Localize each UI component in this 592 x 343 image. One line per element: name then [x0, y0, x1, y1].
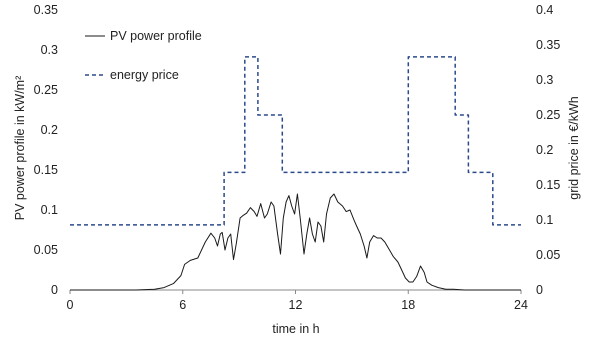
- y-right-tick-label: 0.4: [536, 3, 553, 17]
- y-right-tick-label: 0.2: [536, 143, 553, 157]
- x-tick-label: 24: [514, 298, 528, 312]
- x-tick-label: 0: [67, 298, 74, 312]
- y-left-tick-label: 0.1: [41, 203, 58, 217]
- y-left-tick-label: 0.25: [34, 83, 58, 97]
- y-axis-left-label: PV power profile in kW/m²: [13, 76, 27, 220]
- legend-label-pv: PV power profile: [110, 29, 202, 43]
- x-tick-label: 12: [289, 298, 303, 312]
- axes: [69, 289, 522, 294]
- y-left-tick-label: 0.15: [34, 163, 58, 177]
- y-left-tick-label: 0.05: [34, 243, 58, 257]
- x-axis-label: time in h: [272, 322, 319, 336]
- y-left-tick-label: 0.3: [41, 43, 58, 57]
- y-right-tick-label: 0.05: [536, 248, 560, 262]
- tick-labels: 0 6 12 18 24 0 0.05 0.1 0.15 0.2 0.25 0.3 0.35 0 0.05 0…: [34, 3, 561, 312]
- x-tick-label: 6: [179, 298, 186, 312]
- y-axis-right-label: grid price in €/kWh: [567, 96, 581, 200]
- x-tick-label: 18: [401, 298, 415, 312]
- y-right-tick-label: 0.15: [536, 178, 560, 192]
- legend-label-price: energy price: [110, 68, 179, 82]
- series: [70, 56, 521, 291]
- y-right-tick-label: 0.3: [536, 73, 553, 87]
- legend: PV power profile energy price: [85, 29, 202, 82]
- series-line-pv-power: [70, 193, 521, 291]
- y-right-tick-label: 0: [536, 283, 543, 297]
- y-right-tick-label: 0.25: [536, 108, 560, 122]
- series-line-energy-price: [70, 56, 521, 226]
- y-left-tick-label: 0.2: [41, 123, 58, 137]
- y-left-tick-label: 0: [51, 283, 58, 297]
- y-left-tick-label: 0.35: [34, 3, 58, 17]
- y-right-tick-label: 0.35: [536, 38, 560, 52]
- y-right-tick-label: 0.1: [536, 213, 553, 227]
